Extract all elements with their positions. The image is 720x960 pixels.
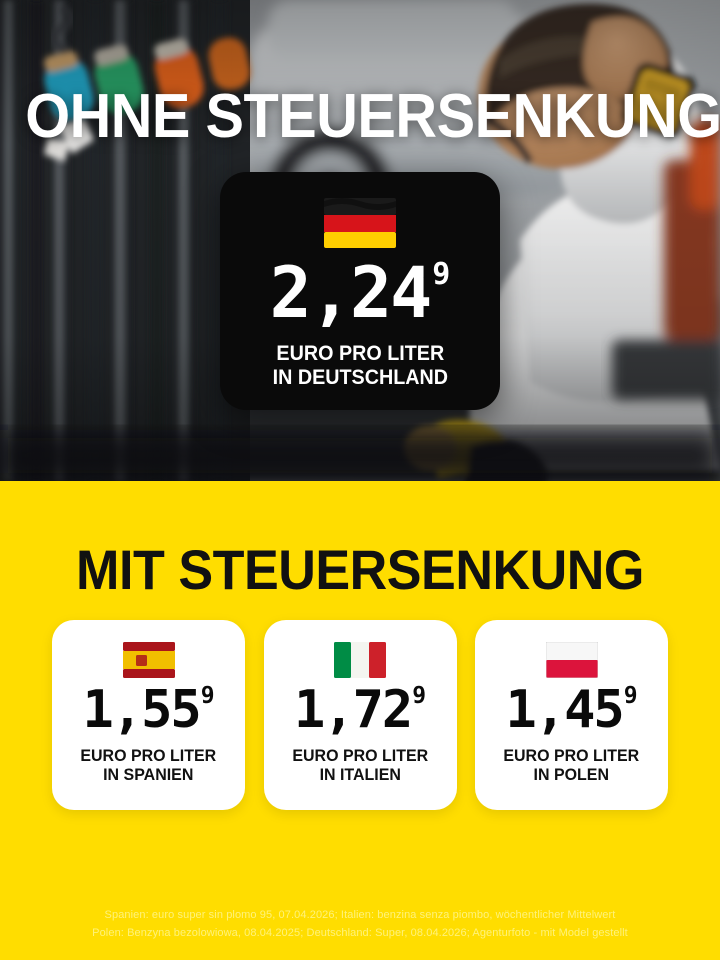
- price-superscript-poland: 9: [623, 683, 638, 709]
- headline-without-tax-cut: OHNE STEUERSENKUNG: [25, 82, 720, 151]
- price-value-spain: 1,55 9: [82, 684, 214, 736]
- price-label-italy: EURO PRO LITER IN ITALIEN: [292, 746, 428, 784]
- price-label-germany-line1: EURO PRO LITER: [276, 342, 444, 365]
- price-label-spain-line2: IN SPANIEN: [103, 765, 194, 785]
- footnote-line-1: Spanien: euro super sin plomo 95, 07.04.…: [104, 908, 616, 921]
- headline-with-tax-cut: MIT STEUERSENKUNG: [76, 538, 644, 601]
- price-superscript-germany: 9: [432, 257, 451, 292]
- price-superscript-spain: 9: [200, 683, 215, 709]
- price-cards-row: 1,55 9 EURO PRO LITER IN SPANIEN 1,72 9 …: [52, 620, 668, 810]
- price-label-italy-line1: EURO PRO LITER: [292, 746, 428, 765]
- flag-germany-icon: [324, 198, 396, 248]
- price-label-spain: EURO PRO LITER IN SPANIEN: [81, 746, 217, 784]
- price-card-poland: 1,45 9 EURO PRO LITER IN POLEN: [475, 620, 668, 810]
- price-label-poland: EURO PRO LITER IN POLEN: [504, 746, 640, 784]
- price-main-germany: 2,24: [269, 252, 433, 334]
- price-main-poland: 1,45: [505, 680, 624, 740]
- flag-poland-icon: [545, 642, 598, 678]
- price-value-italy: 1,72 9: [294, 684, 426, 736]
- price-label-spain-line1: EURO PRO LITER: [80, 746, 217, 765]
- price-card-germany: 2,24 9 EURO PRO LITER IN DEUTSCHLAND: [220, 172, 500, 410]
- price-main-italy: 1,72: [293, 680, 413, 740]
- price-label-germany: EURO PRO LITER IN DEUTSCHLAND: [272, 342, 447, 389]
- price-card-italy: 1,72 9 EURO PRO LITER IN ITALIEN: [263, 620, 457, 810]
- footnote-sources: Spanien: euro super sin plomo 95, 07.04.…: [0, 906, 720, 942]
- price-card-spain: 1,55 9 EURO PRO LITER IN SPANIEN: [52, 620, 245, 810]
- price-value-poland: 1,45 9: [505, 684, 637, 736]
- price-superscript-italy: 9: [412, 683, 427, 709]
- price-label-germany-line2: IN DEUTSCHLAND: [272, 365, 448, 389]
- price-value-germany: 2,24 9: [270, 258, 451, 328]
- footnote-line-2: Polen: Benzyna bezolowiowa, 08.04.2025; …: [92, 926, 628, 939]
- flag-italy-icon: [334, 642, 386, 678]
- price-main-spain: 1,55: [82, 680, 201, 740]
- price-label-italy-line2: IN ITALIEN: [319, 765, 401, 785]
- price-label-poland-line2: IN POLEN: [533, 765, 610, 785]
- price-label-poland-line1: EURO PRO LITER: [503, 746, 640, 765]
- flag-spain-icon: [122, 642, 175, 678]
